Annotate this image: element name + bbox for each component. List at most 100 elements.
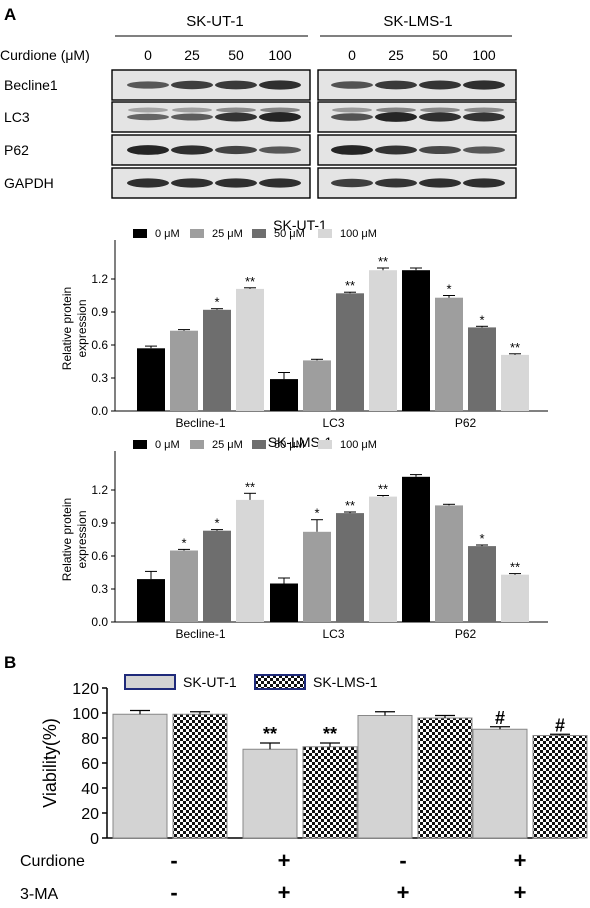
y-tick-label: 20 <box>81 806 99 823</box>
blot-band <box>463 146 505 154</box>
blot-protein-label: Becline1 <box>4 77 58 93</box>
blot-band <box>171 113 213 121</box>
blot-band <box>171 145 213 155</box>
bar <box>336 293 364 411</box>
blot-band <box>375 112 417 122</box>
dose-label-left: 25 <box>184 47 200 63</box>
blot-band-upper <box>376 107 416 113</box>
row-label-curdione: Curdione <box>20 853 85 870</box>
y-tick-label: 80 <box>81 731 99 748</box>
legend-swatch <box>133 229 147 238</box>
y-tick-label: 1.2 <box>91 483 108 497</box>
significance-mark: * <box>479 531 484 546</box>
bar <box>435 505 463 622</box>
significance-mark: ** <box>345 498 355 513</box>
bar <box>468 546 496 622</box>
legend-label: 100 μM <box>340 439 377 451</box>
significance-mark: ** <box>510 560 520 575</box>
bar <box>112 713 168 839</box>
significance-mark: ** <box>245 479 255 494</box>
significance-mark: # <box>495 708 505 728</box>
legend-label: SK-UT-1 <box>183 674 237 690</box>
bar <box>203 530 231 622</box>
bar <box>303 531 331 622</box>
chart1-title: SK-UT-1 <box>273 217 327 233</box>
blot-band <box>127 178 169 188</box>
legend-swatch <box>133 440 147 449</box>
x-tick-label: LC3 <box>322 416 344 430</box>
legend-swatch <box>254 674 306 690</box>
blot-band <box>375 80 417 90</box>
bar <box>402 270 430 411</box>
blot-band-upper <box>420 107 460 113</box>
blot-band <box>463 112 505 122</box>
blot-band <box>419 112 461 122</box>
curdione-sign: + <box>514 848 527 873</box>
y-tick-label: 0.6 <box>91 549 108 563</box>
legend-label: 50 μM <box>274 439 305 451</box>
bar <box>236 499 264 622</box>
y-tick-label: 0.3 <box>91 371 108 385</box>
curdione-sign: - <box>170 848 177 873</box>
legend-swatch <box>318 229 332 238</box>
mma-sign: + <box>514 880 527 905</box>
panel-b-label: B <box>4 653 16 672</box>
x-tick-label: LC3 <box>322 627 344 641</box>
y-axis-label: Viability(%) <box>40 718 60 808</box>
y-tick-label: 0.0 <box>91 615 108 629</box>
blot-band <box>259 112 301 122</box>
bar <box>417 717 473 839</box>
significance-mark: * <box>214 295 219 310</box>
blot-band <box>463 178 505 188</box>
significance-mark: ** <box>263 724 277 744</box>
blot-band <box>215 178 257 188</box>
legend-label: 25 μM <box>212 439 243 451</box>
legend-label: 100 μM <box>340 228 377 240</box>
blot-band <box>215 112 257 122</box>
blot-band <box>215 80 257 90</box>
blot-rows: Becline1 LC3 P62 GAPDH <box>4 69 517 199</box>
blot-band-upper <box>216 107 256 113</box>
bar <box>170 330 198 411</box>
dose-label-left: 50 <box>228 47 244 63</box>
significance-mark: ** <box>378 254 388 269</box>
bar <box>170 550 198 622</box>
significance-mark: ** <box>345 278 355 293</box>
significance-mark: * <box>214 516 219 531</box>
x-tick-label: P62 <box>455 627 477 641</box>
dose-label-left: 0 <box>144 47 152 63</box>
blot-band-upper <box>464 107 504 113</box>
blot-band <box>331 113 373 121</box>
significance-mark: # <box>555 715 565 735</box>
bar <box>435 297 463 411</box>
legend-swatch <box>318 440 332 449</box>
bar <box>369 270 397 411</box>
legend-label: 0 μM <box>155 439 180 451</box>
x-tick-label: Becline-1 <box>175 627 225 641</box>
significance-mark: ** <box>378 482 388 497</box>
y-tick-label: 0.9 <box>91 516 108 530</box>
bar <box>137 579 165 622</box>
dose-label: Curdione (μM) <box>0 47 90 63</box>
x-tick-label: P62 <box>455 416 477 430</box>
bar <box>501 574 529 622</box>
bar <box>236 288 264 411</box>
legend-label: 50 μM <box>274 228 305 240</box>
bar <box>172 713 228 839</box>
blot-band-upper <box>260 107 300 113</box>
blot-band <box>419 80 461 90</box>
blot-band-upper <box>172 107 212 113</box>
y-tick-label: 0.3 <box>91 582 108 596</box>
legend-label: 25 μM <box>212 228 243 240</box>
bar <box>357 715 413 839</box>
mma-sign: + <box>397 880 410 905</box>
row-label-3ma: 3-MA <box>20 886 59 903</box>
significance-mark: ** <box>323 724 337 744</box>
y-tick-label: 0 <box>90 831 99 848</box>
chart2-title: SK-LMS-1 <box>268 434 333 450</box>
y-tick-label: 0.6 <box>91 338 108 352</box>
blot-band <box>171 80 213 90</box>
dose-label-left: 100 <box>268 47 292 63</box>
blot-band <box>331 81 373 89</box>
